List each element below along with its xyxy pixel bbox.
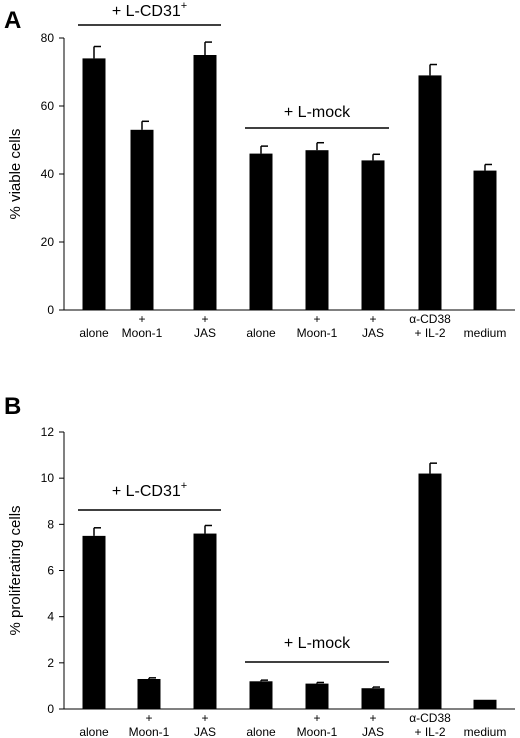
- y-tick-label: 12: [41, 425, 55, 439]
- bar: [305, 150, 329, 310]
- category-label-line1: +: [201, 711, 208, 725]
- category-label: alone: [246, 725, 276, 738]
- group-label: + L-CD31+: [112, 0, 187, 20]
- category-label-line1: +: [201, 312, 208, 326]
- bar: [82, 58, 106, 311]
- y-tick-label: 2: [47, 656, 54, 670]
- category-label-line2: Moon-1: [122, 326, 163, 340]
- bar: [473, 699, 497, 709]
- bar: [193, 55, 217, 310]
- category-label-line2: JAS: [194, 725, 216, 738]
- category-label-line2: Moon-1: [297, 725, 338, 738]
- category-label-line1: +: [313, 711, 320, 725]
- bar: [249, 681, 273, 709]
- category-label: medium: [464, 725, 507, 738]
- y-axis-title: % proliferating cells: [7, 505, 24, 635]
- category-label: alone: [79, 725, 109, 738]
- group-label-text: + L-mock: [284, 104, 351, 121]
- category-label-line1: α-CD38: [409, 312, 451, 326]
- category-label-line2: Moon-1: [129, 725, 170, 738]
- category-label: alone: [79, 326, 109, 340]
- group-label-superscript: +: [181, 480, 187, 492]
- category-label-line2: + IL-2: [414, 326, 445, 340]
- category-label-line1: +: [145, 711, 152, 725]
- group-label-superscript: +: [181, 0, 187, 12]
- group-label: + L-mock: [284, 635, 351, 652]
- bar: [137, 678, 161, 709]
- group-label: + L-mock: [284, 104, 351, 121]
- bar: [305, 683, 329, 709]
- group-label-text: + L-CD31: [112, 483, 181, 500]
- bar: [473, 170, 497, 310]
- bar: [249, 153, 273, 310]
- group-label: + L-CD31+: [112, 480, 187, 500]
- y-tick-label: 4: [47, 610, 54, 624]
- category-label: medium: [464, 326, 507, 340]
- y-tick-label: 0: [47, 303, 54, 317]
- y-tick-label: 8: [47, 517, 54, 531]
- bar: [361, 688, 385, 709]
- category-label-line1: +: [369, 312, 376, 326]
- category-label-line1: +: [369, 711, 376, 725]
- category-label: alone: [246, 326, 276, 340]
- panel-letter: B: [4, 393, 21, 420]
- category-label-line2: JAS: [362, 725, 384, 738]
- category-label-line1: α-CD38: [409, 711, 451, 725]
- category-label-line2: + IL-2: [414, 725, 445, 738]
- bar: [418, 75, 442, 311]
- category-label-line1: +: [313, 312, 320, 326]
- bar: [361, 160, 385, 310]
- bar: [130, 129, 154, 310]
- category-label-line2: JAS: [362, 326, 384, 340]
- y-tick-label: 10: [41, 471, 55, 485]
- category-label-line2: Moon-1: [297, 326, 338, 340]
- category-label-line1: +: [138, 312, 145, 326]
- group-label-text: + L-CD31: [112, 3, 181, 20]
- y-tick-label: 80: [41, 31, 55, 45]
- y-tick-label: 60: [41, 99, 55, 113]
- group-label-text: + L-mock: [284, 635, 351, 652]
- y-tick-label: 40: [41, 167, 55, 181]
- category-label-line2: JAS: [194, 326, 216, 340]
- y-axis-title: % viable cells: [7, 129, 24, 220]
- bar: [418, 473, 442, 709]
- y-tick-label: 0: [47, 702, 54, 716]
- y-tick-label: 6: [47, 564, 54, 578]
- bar: [82, 535, 106, 709]
- panel-letter: A: [4, 7, 21, 34]
- bar: [193, 533, 217, 709]
- y-tick-label: 20: [41, 235, 55, 249]
